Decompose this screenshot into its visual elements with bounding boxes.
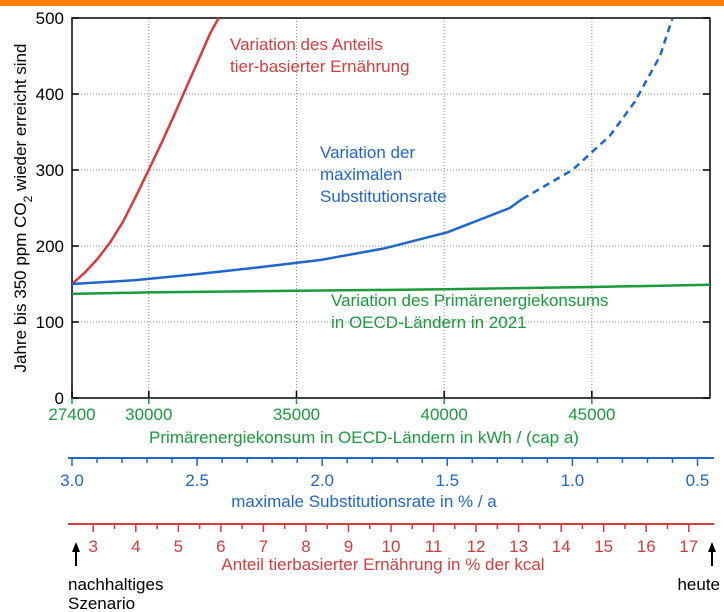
- energy-tick-label: 40000: [421, 405, 468, 424]
- energy-tick-label: 45000: [568, 405, 615, 424]
- y-tick-label: 100: [36, 313, 64, 332]
- substitution-axis: 3.0 2.5 2.0 1.5 1.0 0.5: [60, 457, 714, 490]
- marker-left-line-2: Szenario: [68, 594, 135, 612]
- diet-tick-label: 15: [594, 537, 613, 556]
- series-label-2: in OECD-Ländern in 2021: [331, 313, 527, 332]
- diet-tick-label: 10: [382, 537, 401, 556]
- series-line-2: [71, 283, 711, 296]
- diet-tick-label: 7: [259, 537, 268, 556]
- series-labels: Variation des Anteils tier-basierter Ernä…: [230, 35, 608, 332]
- energy-tick-label: 35000: [273, 405, 320, 424]
- substitution-tick-label: 0.5: [686, 471, 710, 490]
- substitution-axis-label: maximale Substitutionsrate in % / a: [231, 492, 497, 511]
- diet-tick-label: 16: [637, 537, 656, 556]
- substitution-tick-label: 1.5: [435, 471, 459, 490]
- series-line-0: [71, 17, 220, 285]
- y-tick-label: 0: [55, 389, 64, 408]
- series-label-2: Variation des Primärenergiekonsums: [331, 291, 608, 310]
- diet-tick-label: 3: [89, 537, 98, 556]
- diet-tick-label: 6: [216, 537, 225, 556]
- accent-bar: [0, 0, 724, 6]
- energy-tick-label: 30000: [125, 405, 172, 424]
- series-label-1: Substitutionsrate: [320, 187, 447, 206]
- plot-frame: [71, 17, 711, 399]
- diet-tick-label: 14: [552, 537, 571, 556]
- arrow-up-icon-right: [708, 542, 716, 552]
- substitution-tick-label: 2.0: [310, 471, 334, 490]
- series-label-0: tier-basierter Ernährung: [230, 57, 410, 76]
- diet-tick-label: 8: [301, 537, 310, 556]
- diet-tick-label: 5: [174, 537, 183, 556]
- marker-left-line-1: nachhaltiges: [68, 575, 163, 594]
- series-line-1: [71, 197, 524, 286]
- series-line-dashed-1: [521, 17, 674, 200]
- y-axis: 0 100 200 300 400 500: [36, 9, 710, 408]
- y-tick-label: 400: [36, 85, 64, 104]
- series-label-0: Variation des Anteils: [230, 35, 383, 54]
- y-axis-label: Jahre bis 350 ppm CO2 wieder erreicht si…: [11, 44, 35, 373]
- energy-axis: 27400 30000 35000 40000 45000: [48, 398, 615, 424]
- energy-axis-label: Primärenergiekonsum in OECD-Ländern in k…: [149, 428, 579, 447]
- y-tick-label: 500: [36, 9, 64, 28]
- substitution-tick-label: 1.0: [561, 471, 585, 490]
- substitution-tick-label: 3.0: [60, 471, 84, 490]
- diet-tick-label: 4: [131, 537, 140, 556]
- diet-axis: 3 4 5 6 7 8 9 10 11 12 13 14 15 16 17: [68, 523, 714, 556]
- series-label-1: maximalen: [320, 165, 402, 184]
- marker-right: heute: [677, 575, 720, 594]
- y-tick-label: 300: [36, 161, 64, 180]
- diet-tick-label: 12: [467, 537, 486, 556]
- arrow-up-icon-left: [72, 542, 80, 552]
- energy-tick-label: 27400: [48, 405, 95, 424]
- diet-tick-label: 17: [679, 537, 698, 556]
- substitution-tick-label: 2.5: [185, 471, 209, 490]
- y-tick-label: 200: [36, 237, 64, 256]
- series-label-1: Variation der: [320, 143, 415, 162]
- diet-axis-label: Anteil tierbasierter Ernährung in % der …: [221, 555, 544, 574]
- diet-tick-label: 11: [425, 537, 443, 556]
- series-group: [71, 17, 711, 296]
- diet-tick-label: 13: [509, 537, 528, 556]
- diet-tick-label: 9: [344, 537, 353, 556]
